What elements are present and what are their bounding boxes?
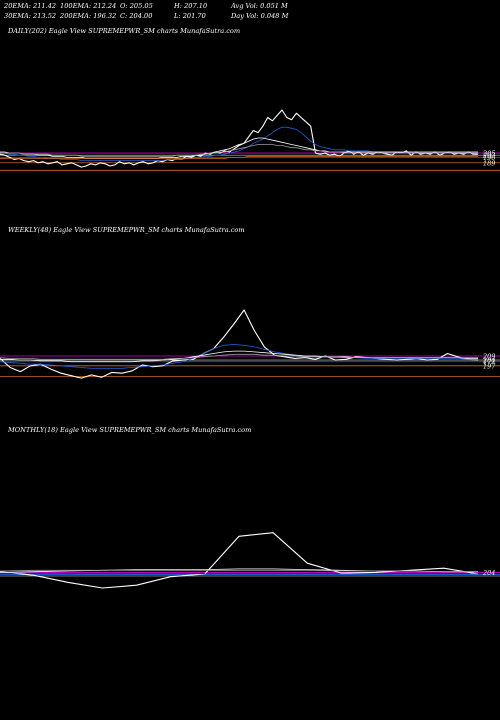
price-level-label: 172 [483,358,495,366]
moving-average-line-1 [0,344,478,369]
avg-volume-label: Avg Vol: 0.051 M [231,2,288,10]
ema200-label: 200EMA: 196.32 [60,12,117,20]
price-line [0,532,479,589]
monthly-chart: 204 [0,532,500,589]
price-level-label: 204 [482,357,495,365]
monthly-panel-title: MONTHLY(18) Eagle View SUPREMEPWR_SM cha… [8,426,252,434]
moving-average-line-3 [0,569,478,573]
price-line [0,309,479,379]
price-level-label: 197 [483,362,496,370]
moving-average-line-4 [0,155,478,159]
high-price-label: H: 207.10 [174,2,208,10]
ema100-label: 100EMA: 212.24 [60,2,117,10]
weekly-panel-title: WEEKLY(48) Eagle View SUPREMEPWR_SM char… [8,226,245,234]
low-price-label: L: 201.70 [174,12,206,20]
price-level-label: 209 [482,352,495,360]
moving-average-line-3 [0,353,478,360]
price-level-label: 189 [483,159,495,167]
moving-average-line-1 [0,572,478,575]
close-price-label: C: 204.00 [120,12,153,20]
daily-panel-title: DAILY(202) Eagle View SUPREMEPWR_SM char… [8,27,241,35]
price-level-label: 205 [482,150,495,158]
price-level-label: 204 [482,569,495,577]
ema30-label: 30EMA: 213.52 [4,12,57,20]
price-level-label: 196 [483,154,495,162]
price-level-label: 203 [482,152,495,160]
day-volume-label: Day Vol: 0.048 M [231,12,289,20]
moving-average-line-3 [0,144,478,157]
open-price-label: O: 205.05 [120,2,153,10]
ema20-label: 20EMA: 211.42 [4,2,57,10]
moving-average-line-2 [0,137,478,159]
